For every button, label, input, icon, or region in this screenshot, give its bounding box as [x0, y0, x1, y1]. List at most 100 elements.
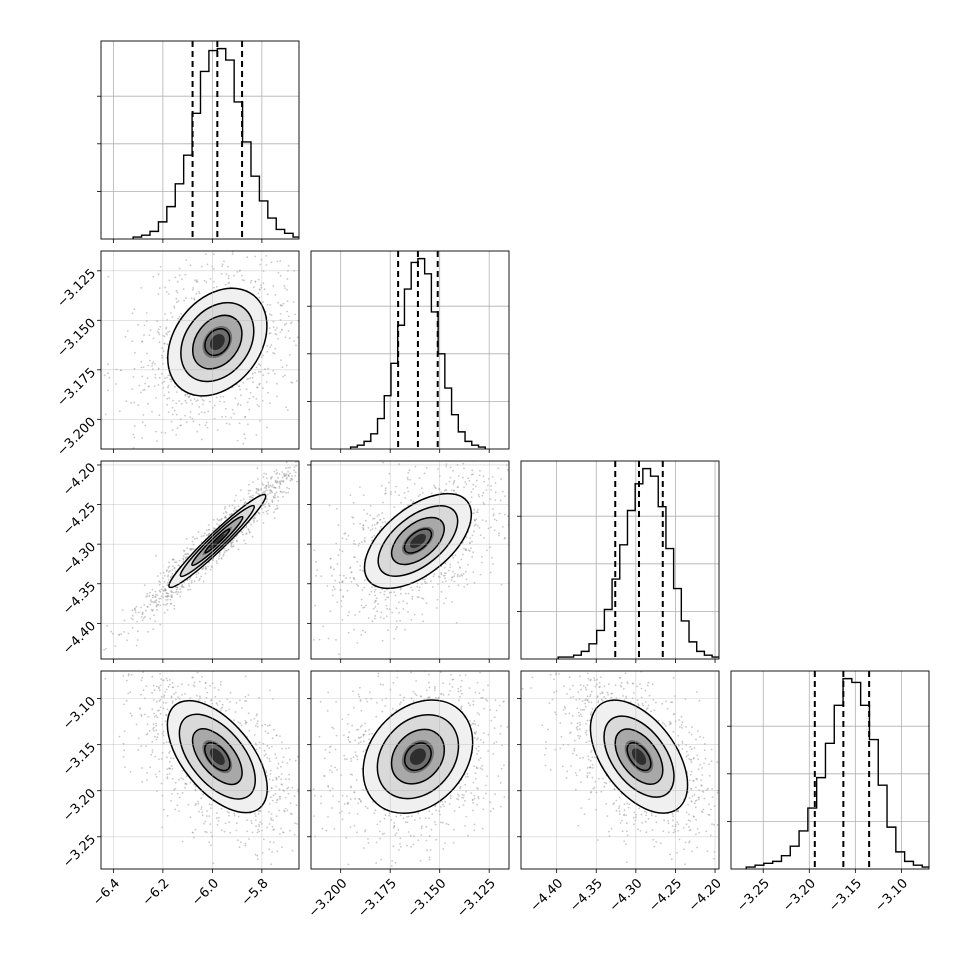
sample-point: [173, 788, 176, 791]
sample-point: [169, 576, 172, 578]
sample-point: [321, 854, 323, 856]
sample-point: [526, 662, 528, 664]
sample-point: [293, 340, 295, 342]
sample-point: [633, 811, 636, 814]
sample-point: [618, 807, 620, 810]
sample-point: [347, 736, 350, 739]
sample-point: [137, 749, 140, 751]
sample-point: [428, 686, 431, 689]
sample-point: [195, 573, 198, 576]
sample-point: [237, 548, 240, 551]
sample-point: [216, 523, 218, 525]
sample-point: [631, 697, 634, 700]
sample-point: [198, 413, 200, 416]
sample-point: [367, 842, 370, 844]
sample-point: [641, 702, 644, 705]
sample-point: [178, 663, 180, 665]
sample-point: [341, 357, 343, 359]
sample-point: [605, 668, 607, 670]
sample-point: [422, 597, 425, 600]
sample-point: [338, 800, 340, 803]
sample-point: [234, 506, 237, 508]
sample-point: [190, 547, 193, 550]
sample-point: [239, 699, 241, 702]
sample-point: [276, 504, 278, 507]
sample-point: [103, 648, 106, 651]
sample-point: [195, 802, 197, 805]
sample-point: [482, 689, 485, 691]
sample-point: [590, 701, 593, 704]
sample-point: [173, 693, 176, 695]
sample-point: [697, 796, 700, 799]
sample-point: [583, 813, 586, 816]
sample-point: [165, 714, 168, 717]
sample-point: [149, 591, 151, 594]
sample-point: [163, 696, 165, 698]
sample-point: [598, 681, 601, 684]
sample-point: [210, 844, 212, 847]
sample-point: [276, 596, 278, 598]
sample-point: [288, 176, 290, 178]
sample-point: [304, 266, 306, 268]
sample-point: [198, 291, 200, 293]
sample-point: [689, 774, 692, 776]
sample-point: [198, 810, 201, 813]
sample-point: [569, 688, 571, 691]
sample-point: [250, 820, 253, 822]
sample-point: [306, 922, 308, 924]
sample-point: [685, 823, 688, 826]
sample-point: [272, 352, 275, 354]
sample-point: [588, 772, 591, 774]
sample-point: [379, 525, 382, 528]
sample-point: [161, 354, 164, 357]
sample-point: [585, 733, 588, 736]
sample-point: [154, 376, 157, 379]
sample-point: [140, 391, 143, 394]
sample-point: [290, 459, 292, 461]
sample-point: [122, 675, 125, 677]
sample-point: [683, 848, 685, 851]
sample-point: [625, 830, 628, 833]
sample-point: [462, 572, 465, 575]
sample-point: [176, 291, 179, 294]
sample-point: [490, 485, 492, 487]
density-fill: [209, 748, 225, 765]
sample-point: [701, 774, 704, 776]
sample-point: [143, 324, 146, 327]
sample-point: [461, 574, 463, 577]
sample-point: [357, 693, 360, 696]
sample-point: [618, 796, 621, 799]
sample-point: [247, 483, 250, 486]
sample-point: [467, 549, 470, 551]
sample-point: [279, 331, 282, 333]
sample-point: [500, 767, 503, 770]
sample-point: [352, 756, 355, 758]
sample-point: [481, 827, 484, 830]
sample-point: [177, 696, 180, 698]
sample-point: [287, 466, 290, 469]
sample-point: [198, 423, 201, 426]
sample-point: [402, 817, 405, 820]
sample-point: [690, 748, 693, 750]
sample-point: [362, 733, 365, 736]
sample-point: [276, 327, 278, 329]
sample-point: [153, 614, 155, 617]
sample-point: [317, 461, 319, 463]
sample-point: [256, 386, 259, 389]
sample-point: [706, 850, 709, 853]
sample-point: [215, 396, 218, 399]
sample-point: [273, 352, 276, 355]
sample-point: [376, 701, 378, 704]
sample-point: [254, 742, 257, 745]
sample-point: [294, 313, 296, 316]
sample-point: [127, 692, 130, 695]
sample-point: [311, 459, 313, 461]
sample-point: [613, 788, 616, 791]
sample-point: [413, 819, 416, 821]
sample-point: [426, 441, 428, 443]
sample-point: [276, 798, 279, 801]
sample-point: [153, 385, 156, 388]
sample-point: [255, 825, 257, 828]
sample-point: [241, 279, 244, 281]
sample-point: [443, 805, 445, 808]
